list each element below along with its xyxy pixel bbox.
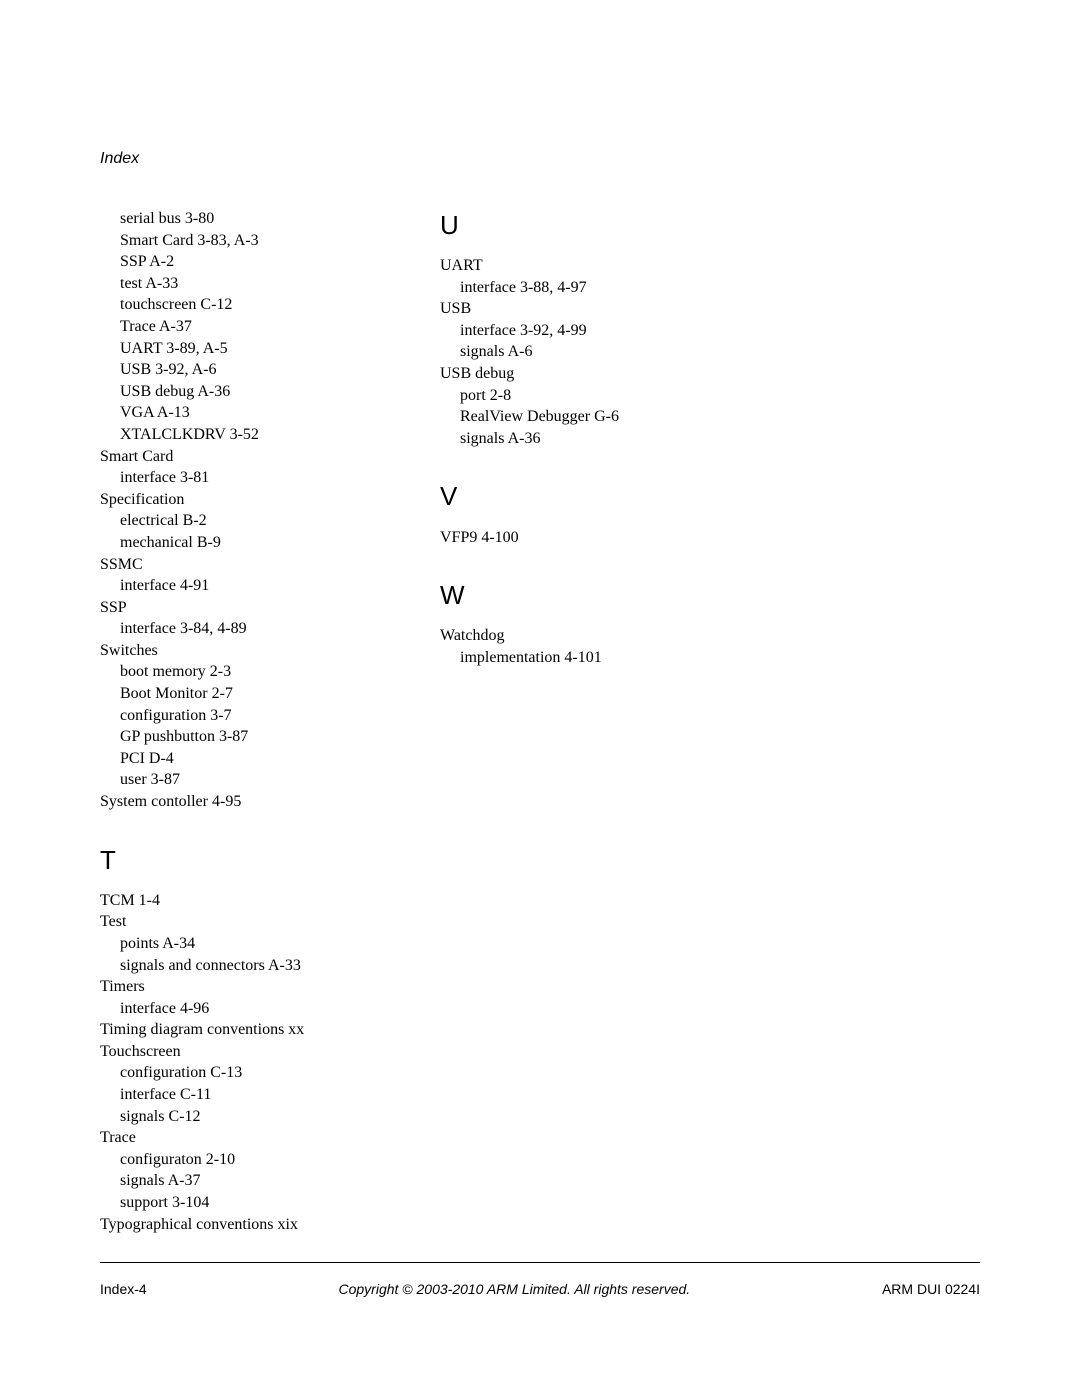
index-entry: Touchscreen xyxy=(100,1041,370,1063)
index-entry: configuration 3-7 xyxy=(100,705,370,727)
index-entry: test A-33 xyxy=(100,273,370,295)
index-entry: PCI D-4 xyxy=(100,748,370,770)
index-entry: UART xyxy=(440,255,710,277)
index-entry: Switches xyxy=(100,640,370,662)
index-entry: Smart Card 3-83, A-3 xyxy=(100,230,370,252)
column-left: serial bus 3-80Smart Card 3-83, A-3SSP A… xyxy=(100,208,370,1235)
index-entry: configuration C-13 xyxy=(100,1062,370,1084)
index-entry: electrical B-2 xyxy=(100,510,370,532)
index-entry: interface 4-96 xyxy=(100,998,370,1020)
index-entry: Smart Card xyxy=(100,446,370,468)
index-entry: USB xyxy=(440,298,710,320)
index-entry: support 3-104 xyxy=(100,1192,370,1214)
footer-left: Index-4 xyxy=(100,1281,147,1297)
index-entry: mechanical B-9 xyxy=(100,532,370,554)
index-entry: USB 3-92, A-6 xyxy=(100,359,370,381)
footer-center: Copyright © 2003-2010 ARM Limited. All r… xyxy=(339,1281,691,1297)
index-entry: Boot Monitor 2-7 xyxy=(100,683,370,705)
index-entry: SSP xyxy=(100,597,370,619)
index-entry: signals A-6 xyxy=(440,341,710,363)
col2-u-lines: UARTinterface 3-88, 4-97USBinterface 3-9… xyxy=(440,255,710,449)
index-entry: touchscreen C-12 xyxy=(100,294,370,316)
index-entry: GP pushbutton 3-87 xyxy=(100,726,370,748)
column-right: U UARTinterface 3-88, 4-97USBinterface 3… xyxy=(440,208,710,1235)
index-entry: interface C-11 xyxy=(100,1084,370,1106)
index-entry: USB debug xyxy=(440,363,710,385)
index-entry: TCM 1-4 xyxy=(100,890,370,912)
index-entry: SSMC xyxy=(100,554,370,576)
index-entry: boot memory 2-3 xyxy=(100,661,370,683)
index-entry: implementation 4-101 xyxy=(440,647,710,669)
index-entry: interface 3-84, 4-89 xyxy=(100,618,370,640)
header-label: Index xyxy=(100,150,980,168)
index-entry: Specification xyxy=(100,489,370,511)
section-letter-u: U xyxy=(440,208,710,243)
index-entry: Trace A-37 xyxy=(100,316,370,338)
index-entry: interface 4-91 xyxy=(100,575,370,597)
index-entry: Trace xyxy=(100,1127,370,1149)
index-entry: VFP9 4-100 xyxy=(440,527,710,549)
index-entry: Watchdog xyxy=(440,625,710,647)
footer-right: ARM DUI 0224I xyxy=(882,1281,980,1297)
index-entry: Typographical conventions xix xyxy=(100,1214,370,1236)
index-entry: interface 3-92, 4-99 xyxy=(440,320,710,342)
index-entry: USB debug A-36 xyxy=(100,381,370,403)
index-entry: configuraton 2-10 xyxy=(100,1149,370,1171)
index-entry: VGA A-13 xyxy=(100,402,370,424)
index-entry: interface 3-88, 4-97 xyxy=(440,277,710,299)
index-entry: port 2-8 xyxy=(440,385,710,407)
index-entry: user 3-87 xyxy=(100,769,370,791)
index-entry: signals A-36 xyxy=(440,428,710,450)
col1-t-lines: TCM 1-4Testpoints A-34signals and connec… xyxy=(100,890,370,1236)
col2-v-lines: VFP9 4-100 xyxy=(440,527,710,549)
index-entry: interface 3-81 xyxy=(100,467,370,489)
index-entry: signals and connectors A-33 xyxy=(100,955,370,977)
index-entry: Timers xyxy=(100,976,370,998)
section-letter-t: T xyxy=(100,843,370,878)
index-entry: UART 3-89, A-5 xyxy=(100,338,370,360)
index-entry: XTALCLKDRV 3-52 xyxy=(100,424,370,446)
section-letter-v: V xyxy=(440,479,710,514)
index-columns: serial bus 3-80Smart Card 3-83, A-3SSP A… xyxy=(100,208,980,1235)
index-entry: points A-34 xyxy=(100,933,370,955)
col2-w-lines: Watchdogimplementation 4-101 xyxy=(440,625,710,668)
index-entry: serial bus 3-80 xyxy=(100,208,370,230)
index-entry: signals C-12 xyxy=(100,1106,370,1128)
page: Index serial bus 3-80Smart Card 3-83, A-… xyxy=(0,0,1080,1235)
index-entry: Test xyxy=(100,911,370,933)
index-entry: SSP A-2 xyxy=(100,251,370,273)
index-entry: System contoller 4-95 xyxy=(100,791,370,813)
footer: Index-4 Copyright © 2003-2010 ARM Limite… xyxy=(100,1262,980,1297)
col1-top-lines: serial bus 3-80Smart Card 3-83, A-3SSP A… xyxy=(100,208,370,813)
section-letter-w: W xyxy=(440,578,710,613)
index-entry: Timing diagram conventions xx xyxy=(100,1019,370,1041)
index-entry: signals A-37 xyxy=(100,1170,370,1192)
index-entry: RealView Debugger G-6 xyxy=(440,406,710,428)
